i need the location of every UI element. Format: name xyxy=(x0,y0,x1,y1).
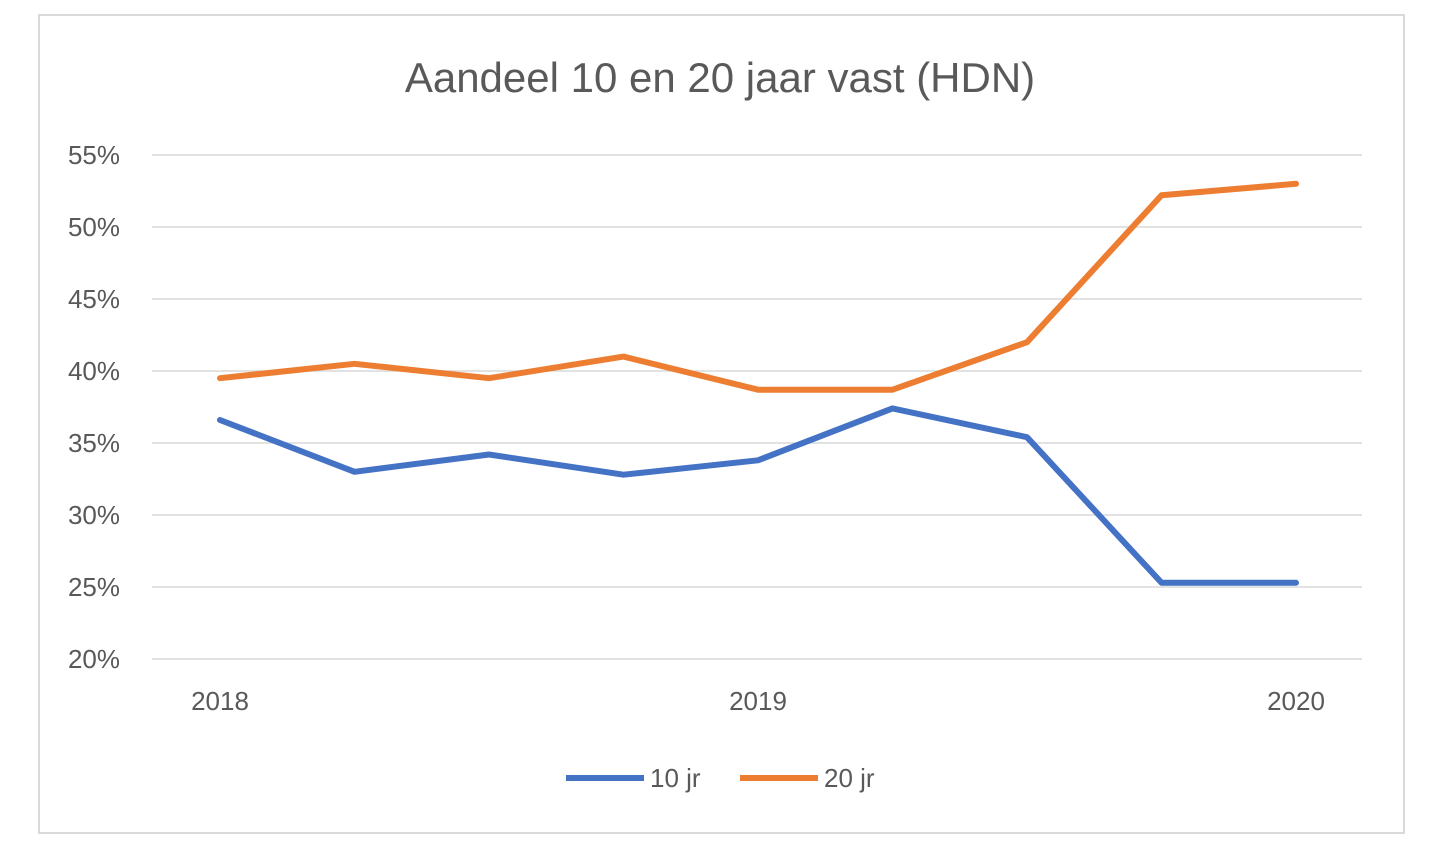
chart-title: Aandeel 10 en 20 jaar vast (HDN) xyxy=(405,54,1035,101)
series-line-1 xyxy=(217,405,1299,586)
chart-frame xyxy=(38,14,1405,834)
y-tick-label: 55% xyxy=(68,140,120,170)
legend: 10 jr 20 jr xyxy=(566,763,875,793)
y-tick-label: 20% xyxy=(68,644,120,674)
series-line-2 xyxy=(217,180,1299,393)
y-tick-label: 35% xyxy=(68,428,120,458)
x-tick-label: 2020 xyxy=(1267,686,1325,716)
y-tick-label: 45% xyxy=(68,284,120,314)
y-tick-label: 40% xyxy=(68,356,120,386)
gridlines xyxy=(152,154,1362,660)
y-tick-label: 30% xyxy=(68,500,120,530)
y-axis-tick-labels: 20% 25% 30% 35% 40% 45% 50% 55% xyxy=(68,140,120,674)
series-lines xyxy=(217,180,1299,586)
legend-label-1: 10 jr xyxy=(650,763,701,793)
x-tick-label: 2018 xyxy=(191,686,249,716)
y-tick-label: 25% xyxy=(68,572,120,602)
x-axis-tick-labels: 2018 2019 2020 xyxy=(191,686,1325,716)
x-tick-label: 2019 xyxy=(729,686,787,716)
y-tick-label: 50% xyxy=(68,212,120,242)
legend-label-2: 20 jr xyxy=(824,763,875,793)
